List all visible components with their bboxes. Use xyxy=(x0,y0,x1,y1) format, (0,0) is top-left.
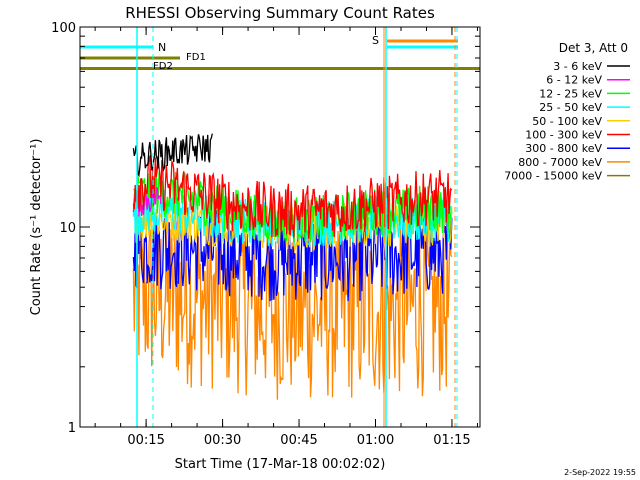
annotation-s: S xyxy=(372,34,379,47)
legend-label: 50 - 100 keV xyxy=(532,115,602,128)
x-tick-label: 00:30 xyxy=(204,433,241,448)
annotation-layer: N FD1 FD2 S xyxy=(80,27,458,427)
annotation-n: N xyxy=(158,41,166,54)
legend-label: 6 - 12 keV xyxy=(546,74,602,87)
legend-label: 25 - 50 keV xyxy=(539,101,602,114)
series-layer xyxy=(80,67,480,400)
chart-title: RHESSI Observing Summary Count Rates xyxy=(125,4,435,22)
x-tick-label: 01:00 xyxy=(357,433,394,448)
footer-timestamp: 2-Sep-2022 19:55 xyxy=(564,468,636,477)
legend-label: 7000 - 15000 keV xyxy=(504,170,602,183)
legend-label: 300 - 800 keV xyxy=(525,142,602,155)
annotation-fd2: FD2 xyxy=(153,61,173,72)
series-line-300-800-keV xyxy=(132,207,453,302)
y-tick-label: 10 xyxy=(59,221,76,236)
series-line-25-50-keV xyxy=(132,186,453,247)
legend-label: 12 - 25 keV xyxy=(539,87,602,100)
legend-label: 800 - 7000 keV xyxy=(518,156,602,169)
x-tick-label: 01:15 xyxy=(433,433,470,448)
y-axis-label: Count Rate (s⁻¹ detector⁻¹) xyxy=(29,139,44,316)
annotation-fd1: FD1 xyxy=(186,52,206,63)
series-line-100-300-keV xyxy=(132,154,453,240)
legend-title: Det 3, Att 0 xyxy=(559,41,628,55)
legend-label: 100 - 300 keV xyxy=(525,129,602,142)
x-tick-label: 00:15 xyxy=(127,433,164,448)
series-line-3-6-keV xyxy=(132,133,213,178)
y-axis: 1 10 100 xyxy=(51,21,480,436)
x-axis: 00:15 00:30 00:45 01:00 01:15 xyxy=(94,27,478,448)
y-tick-label: 100 xyxy=(51,21,76,36)
x-axis-label: Start Time (17-Mar-18 00:02:02) xyxy=(175,457,386,472)
legend-label: 3 - 6 keV xyxy=(553,60,602,73)
x-tick-label: 00:45 xyxy=(280,433,317,448)
y-tick-label: 1 xyxy=(68,421,76,436)
series-line-800-7000-keV xyxy=(132,207,453,400)
series-line-6-12-keV xyxy=(132,185,162,217)
